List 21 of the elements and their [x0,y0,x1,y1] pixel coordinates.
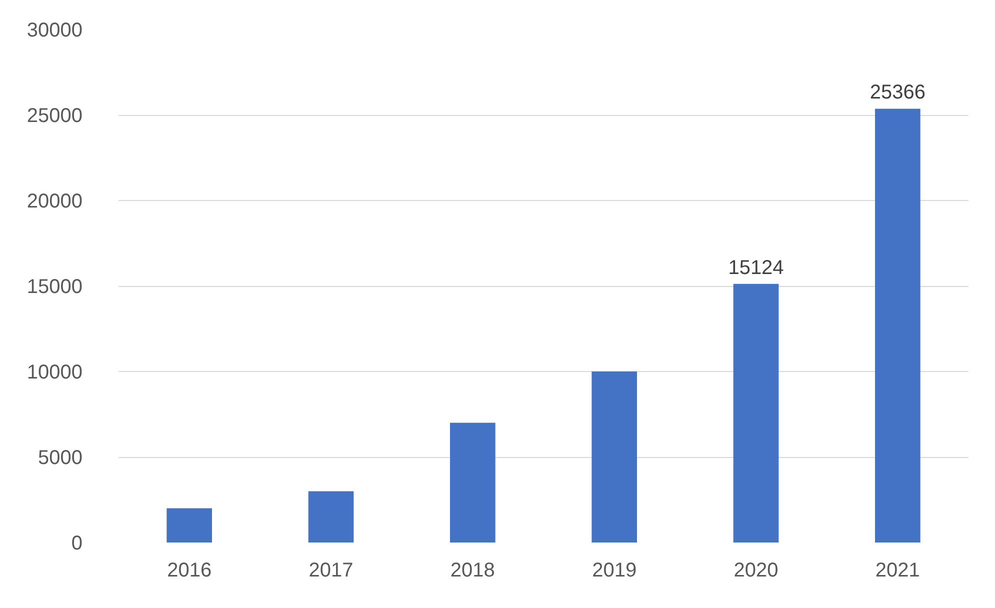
x-tick-label: 2016 [167,560,212,582]
y-tick-label: 20000 [26,190,83,212]
y-tick-label: 15000 [26,276,83,298]
y-tick-label: 25000 [26,105,83,127]
x-tick-label: 2021 [875,560,920,582]
bar [450,422,496,542]
y-tick-label: 10000 [26,362,83,384]
x-tick-label: 2017 [308,560,354,582]
y-tick-label: 5000 [38,447,83,469]
y-tick-label: 0 [71,532,82,554]
bar [875,108,920,542]
bar [166,508,212,542]
y-tick-label: 30000 [26,20,83,42]
bar [308,491,354,542]
x-tick-label: 2020 [734,560,778,582]
bar [592,372,637,542]
x-tick-label: 2018 [450,560,495,582]
x-tick-label: 2019 [592,560,637,582]
bar [733,284,779,542]
data-label: 25366 [870,82,926,104]
data-label: 15124 [728,256,784,279]
